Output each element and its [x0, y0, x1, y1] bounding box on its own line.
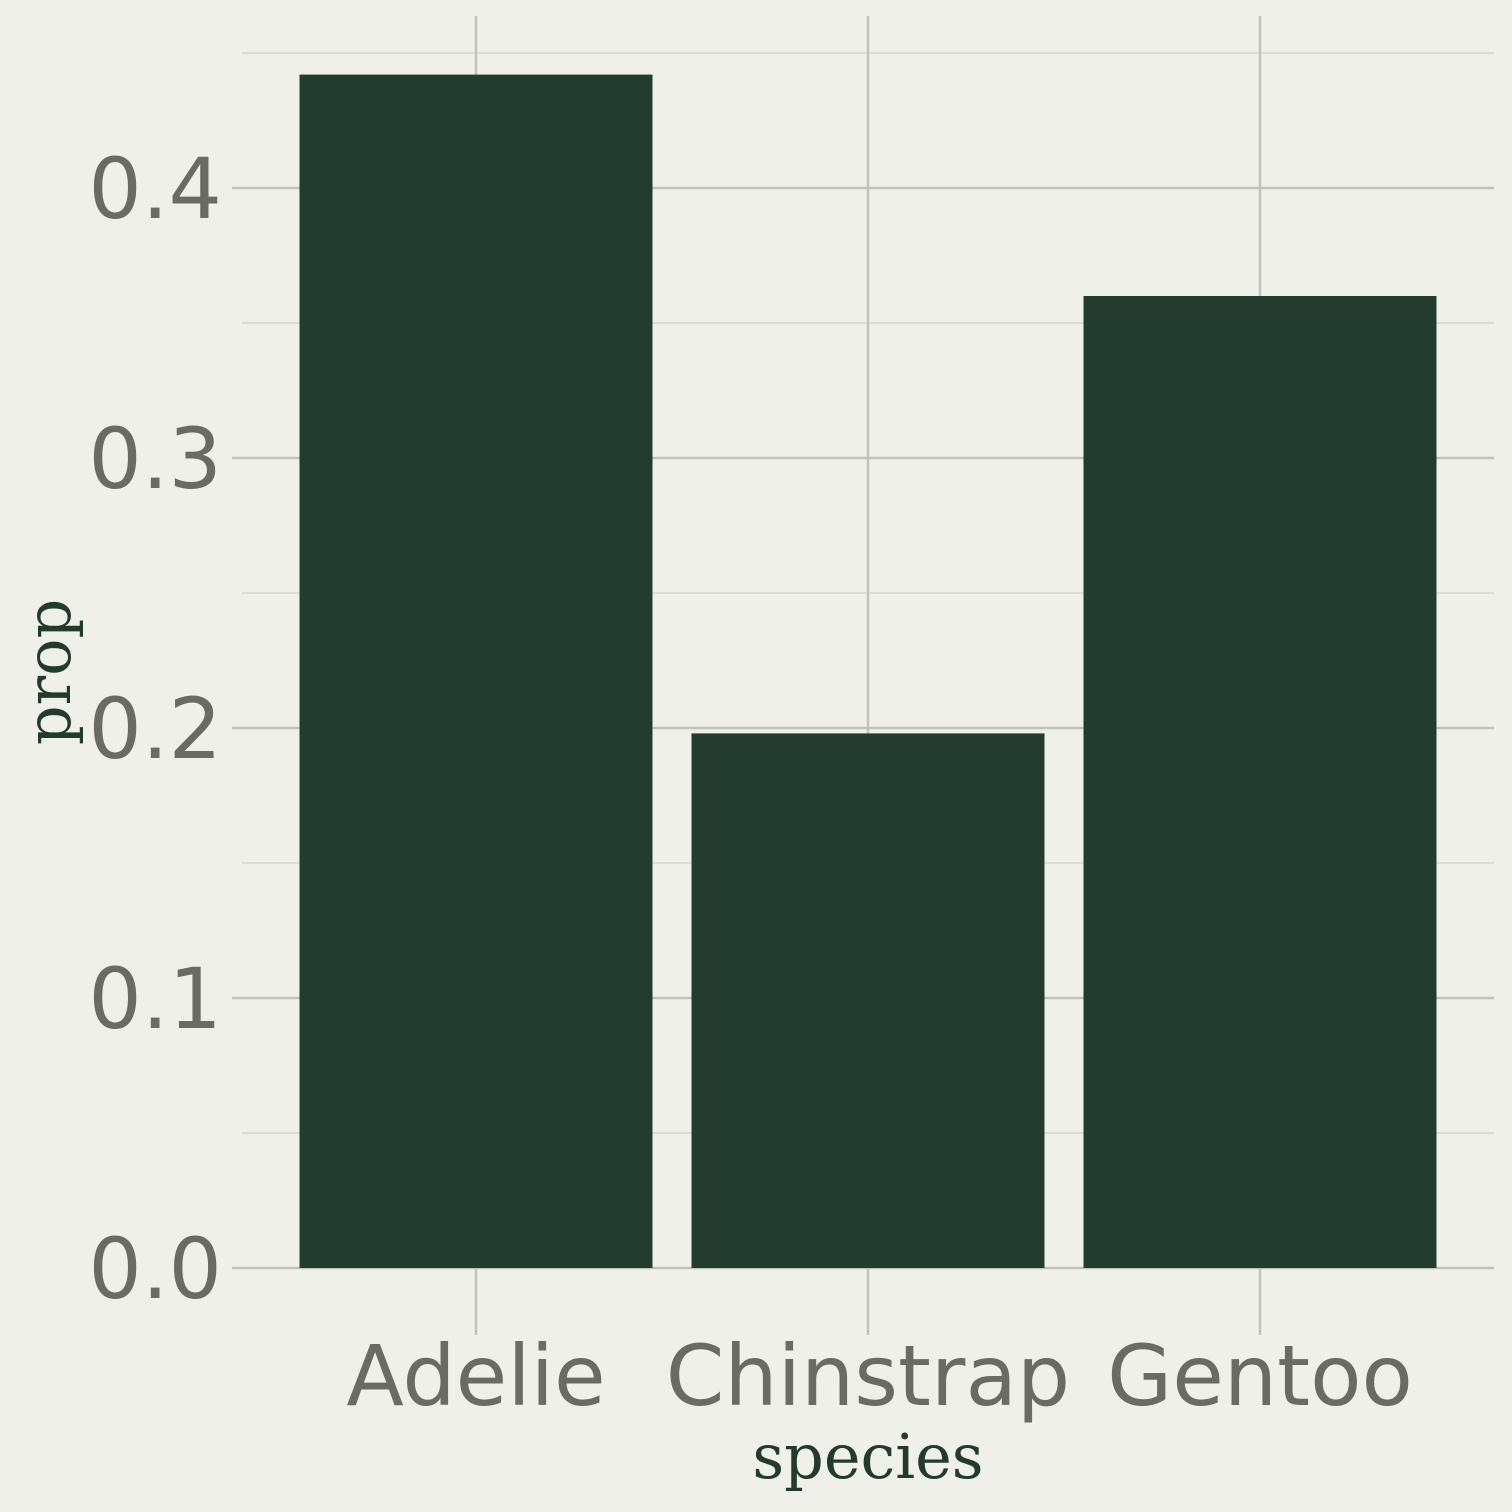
y-tick-label: 0.3 [88, 410, 222, 508]
bar-adelie [299, 74, 653, 1269]
bar-gentoo [1083, 296, 1437, 1268]
y-tick-label: 0.0 [88, 1220, 222, 1318]
y-tick-label: 0.4 [88, 140, 222, 238]
y-axis-title: prop [12, 599, 85, 745]
x-tick-label: Chinstrap [666, 1327, 1071, 1425]
x-axis-title: species [752, 1420, 983, 1493]
x-axis: Adelie Chinstrap Gentoo [346, 1327, 1413, 1425]
x-tick-label: Gentoo [1107, 1327, 1413, 1425]
bars [299, 74, 1437, 1269]
y-tick-label: 0.2 [88, 680, 222, 778]
y-axis: 0.0 0.1 0.2 0.3 0.4 [88, 140, 222, 1318]
bar-chinstrap [691, 733, 1045, 1268]
x-tick-label: Adelie [346, 1327, 605, 1425]
y-tick-label: 0.1 [88, 950, 222, 1048]
